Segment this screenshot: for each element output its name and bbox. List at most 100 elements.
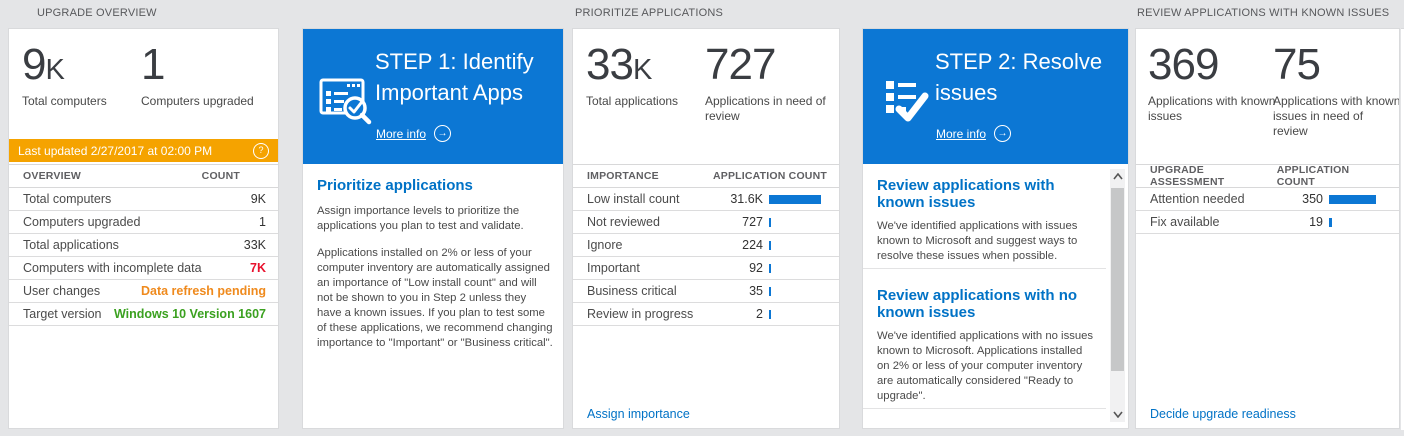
upgrade-overview-card: 9K Total computers 1 Computers upgraded …: [8, 28, 279, 429]
help-icon[interactable]: ?: [253, 142, 269, 159]
stat-value: 33K: [586, 40, 652, 89]
review-stats: 369 Applications with known issues 75 Ap…: [1136, 29, 1399, 139]
task-list-check-icon: [886, 81, 929, 122]
row-value: 19: [1309, 215, 1323, 229]
table-row[interactable]: Business critical 35: [573, 280, 839, 303]
row-label: Not reviewed: [587, 215, 660, 229]
table-row[interactable]: Review in progress 2: [573, 303, 839, 326]
more-info-link[interactable]: More info: [376, 126, 427, 141]
table-row[interactable]: Ignore 224: [573, 234, 839, 257]
row-label: Fix available: [1150, 215, 1220, 229]
stat-label: Applications with known issues: [1148, 94, 1276, 123]
row-value: 1: [259, 215, 266, 229]
row-value: 7K: [250, 261, 266, 275]
row-value: 350: [1302, 192, 1323, 206]
table-row[interactable]: Fix available 19: [1136, 211, 1399, 234]
table-row[interactable]: Attention needed 350: [1136, 188, 1399, 211]
stat-value: 1: [141, 40, 166, 89]
table-row[interactable]: Total computers 9K: [9, 188, 278, 211]
count-bar-slot: [1329, 217, 1387, 227]
row-value: 33K: [243, 238, 266, 252]
row-label: Important: [587, 261, 640, 275]
row-value: 35: [749, 284, 763, 298]
row-value: 224: [742, 238, 763, 252]
row-label: Ignore: [587, 238, 623, 252]
stat-total-applications: 33K Total applications: [586, 42, 705, 124]
stat-value: 75: [1273, 40, 1321, 89]
step2-title: STEP 2: Resolve issues: [935, 49, 1103, 105]
step1-body: Prioritize applications Assign importanc…: [303, 164, 563, 428]
step1-paragraph: Assign importance levels to prioritize t…: [317, 205, 524, 232]
review-section: Review applications with known issues We'…: [863, 164, 1106, 268]
row-value: Windows 10 Version 1607: [113, 307, 266, 321]
upgrade-assessment-table: UPGRADE ASSESSMENT APPLICATION COUNT Atten…: [1136, 164, 1399, 234]
review-section-heading[interactable]: Review applications with no known issues: [877, 287, 1078, 321]
table-header-row: OVERVIEW COUNT: [9, 164, 278, 188]
review-known-issues-card: 369 Applications with known issues 75 Ap…: [1135, 28, 1400, 429]
step2-scrollbar[interactable]: [1110, 169, 1125, 422]
count-bar: [769, 194, 821, 204]
count-bar-slot: [769, 240, 827, 250]
count-bar: [1329, 194, 1376, 204]
table-row[interactable]: Target version Windows 10 Version 1607: [9, 303, 278, 326]
last-updated-text: Last updated 2/27/2017 at 02:00 PM: [18, 143, 213, 158]
decide-upgrade-readiness-link[interactable]: Decide upgrade readiness: [1150, 407, 1296, 421]
table-row[interactable]: Computers upgraded 1: [9, 211, 278, 234]
section-header-review-known-issues: REVIEW APPLICATIONS WITH KNOWN ISSUES: [1137, 7, 1390, 19]
count-bar-slot: [769, 309, 827, 319]
next-tile-edge: [1401, 28, 1404, 430]
column-header: APPLICATION COUNT: [712, 170, 827, 182]
table-row[interactable]: User changes Data refresh pending: [9, 280, 278, 303]
stat-computers-upgraded: 1 Computers upgraded: [141, 42, 260, 109]
overview-stats: 9K Total computers 1 Computers upgraded: [9, 29, 278, 109]
table-header-row: IMPORTANCE APPLICATION COUNT: [573, 164, 839, 188]
stat-label: Total applications: [586, 94, 679, 108]
step2-card: STEP 2: Resolve issues More info → Revie…: [862, 28, 1129, 429]
scroll-down-icon[interactable]: [1110, 407, 1125, 422]
step2-tile[interactable]: STEP 2: Resolve issues More info →: [863, 29, 1128, 164]
applications-stats: 33K Total applications 727 Applications …: [573, 29, 839, 124]
step1-paragraph: Applications installed on 2% or less of …: [317, 247, 553, 349]
row-value: 9K: [250, 192, 266, 206]
stat-value: 727: [705, 40, 776, 89]
table-row[interactable]: Low install count 31.6K: [573, 188, 839, 211]
table-row[interactable]: Important 92: [573, 257, 839, 280]
review-section-body: We've identified applications with issue…: [877, 220, 1078, 262]
column-header: COUNT: [201, 170, 240, 182]
review-section-body: We've identified applications with no is…: [877, 330, 1094, 402]
review-section-heading[interactable]: Review applications with known issues: [877, 177, 1055, 211]
table-row[interactable]: Computers with incomplete data 7K: [9, 257, 278, 280]
step2-more-info: More info →: [936, 125, 1012, 142]
row-value: 31.6K: [730, 192, 763, 206]
assign-importance-link[interactable]: Assign importance: [587, 407, 690, 421]
count-bar-slot: [769, 217, 827, 227]
section-header-prioritize-applications: PRIORITIZE APPLICATIONS: [575, 7, 724, 19]
table-row[interactable]: Total applications 33K: [9, 234, 278, 257]
step1-card: STEP 1: Identify Important Apps More inf…: [302, 28, 564, 429]
arrow-right-icon[interactable]: →: [434, 125, 452, 142]
row-label: Computers with incomplete data: [23, 261, 202, 275]
count-bar-slot: [769, 263, 827, 273]
app-inventory-search-icon: [319, 78, 372, 125]
stat-value: 9K: [22, 40, 65, 89]
count-bar: [769, 217, 771, 227]
row-label: Computers upgraded: [23, 215, 141, 229]
review-section-heading[interactable]: Review drivers with known issues: [877, 427, 1102, 428]
row-value: 92: [749, 261, 763, 275]
applications-card: 33K Total applications 727 Applications …: [572, 28, 840, 429]
table-row[interactable]: Not reviewed 727: [573, 211, 839, 234]
step1-tile[interactable]: STEP 1: Identify Important Apps More inf…: [303, 29, 563, 164]
row-label: Target version: [23, 307, 102, 321]
scroll-up-icon[interactable]: [1110, 169, 1125, 184]
arrow-right-icon[interactable]: →: [994, 125, 1012, 142]
stat-label: Computers upgraded: [141, 94, 254, 108]
more-info-link[interactable]: More info: [936, 126, 987, 141]
count-bar: [769, 286, 771, 296]
stat-apps-need-review: 727 Applications in need of review: [705, 40, 826, 124]
row-label: User changes: [23, 284, 101, 298]
scrollbar-thumb[interactable]: [1111, 188, 1124, 371]
row-value: 727: [742, 215, 763, 229]
stat-known-issues-need-review: 75 Applications with known issues in nee…: [1273, 40, 1399, 139]
